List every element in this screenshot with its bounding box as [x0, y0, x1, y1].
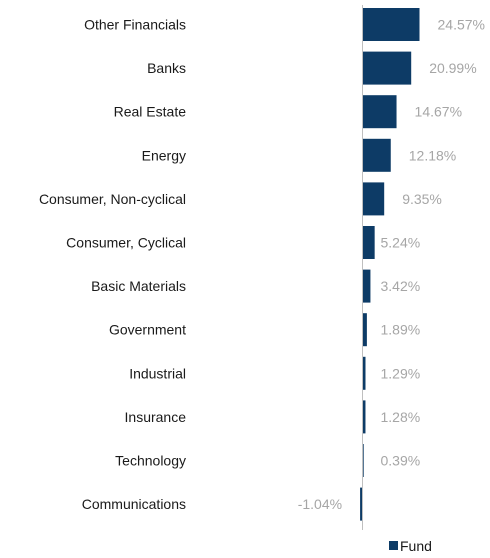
value-label: 1.89% [381, 322, 421, 338]
bar [362, 269, 371, 303]
category-label: Consumer, Non-cyclical [39, 191, 186, 207]
bar [362, 182, 385, 216]
bars [360, 8, 420, 521]
value-label: 14.67% [415, 104, 462, 120]
bar [362, 138, 391, 172]
value-label: 0.39% [381, 453, 421, 469]
value-label: 9.35% [402, 191, 442, 207]
legend-label-fund: Fund [400, 538, 432, 554]
category-label: Government [109, 322, 186, 338]
bar [362, 51, 412, 85]
category-label: Insurance [125, 409, 187, 425]
value-label: 3.42% [381, 278, 421, 294]
category-label: Technology [115, 453, 186, 469]
value-label: 1.28% [381, 409, 421, 425]
bar [362, 356, 366, 390]
bar [362, 313, 367, 347]
bar [362, 95, 397, 129]
bar [362, 444, 364, 477]
value-label: 20.99% [429, 60, 476, 76]
legend: Fund [389, 538, 432, 554]
bar [362, 400, 366, 434]
value-label: 1.29% [381, 365, 421, 381]
bar [362, 226, 375, 259]
value-labels: 24.57% 20.99% 14.67% 12.18% 9.35% 5.24% 3.42% 1… [298, 17, 485, 513]
category-label: Consumer, Cyclical [66, 235, 186, 251]
category-label: Energy [142, 147, 186, 163]
value-label: 5.24% [381, 235, 421, 251]
bar [362, 8, 420, 41]
category-label: Industrial [129, 365, 186, 381]
category-label: Banks [147, 60, 186, 76]
category-label: Other Financials [84, 17, 186, 33]
value-label: 24.57% [438, 17, 485, 33]
value-label: -1.04% [298, 496, 342, 512]
category-label: Real Estate [114, 104, 187, 120]
bar [360, 487, 363, 521]
legend-swatch-fund [389, 541, 398, 550]
category-label: Communications [82, 496, 186, 512]
category-label: Basic Materials [91, 278, 186, 294]
category-labels: Other Financials Banks Real Estate Energy Co… [39, 17, 186, 513]
value-label: 12.18% [409, 147, 456, 163]
